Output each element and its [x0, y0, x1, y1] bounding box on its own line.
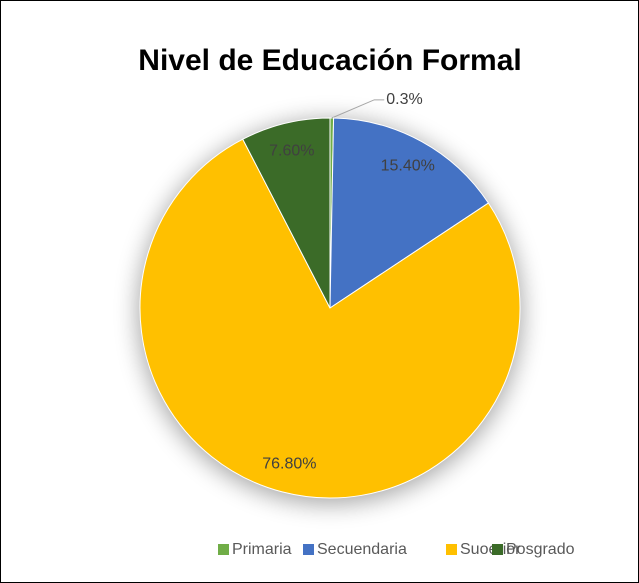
legend-swatch	[492, 544, 503, 555]
legend-label: Primaria	[232, 541, 292, 558]
legend-label: Suoerior	[460, 541, 521, 558]
data-label: 0.3%	[386, 91, 422, 108]
pie-slice	[329, 117, 490, 309]
data-label: 76.80%	[262, 456, 316, 473]
legend-label: Secuendaria	[317, 541, 407, 558]
leader-line	[331, 99, 385, 119]
data-label: 7.60%	[269, 142, 314, 159]
legend-label: Posgrado	[506, 541, 575, 558]
pie-slice	[139, 138, 521, 499]
legend-swatch	[446, 544, 457, 555]
chart-title: Nivel de Educación Formal	[138, 44, 521, 77]
pie-slice	[242, 117, 331, 309]
legend-swatch	[218, 544, 229, 555]
legend-swatch	[303, 544, 314, 555]
data-label: 15.40%	[381, 158, 435, 175]
